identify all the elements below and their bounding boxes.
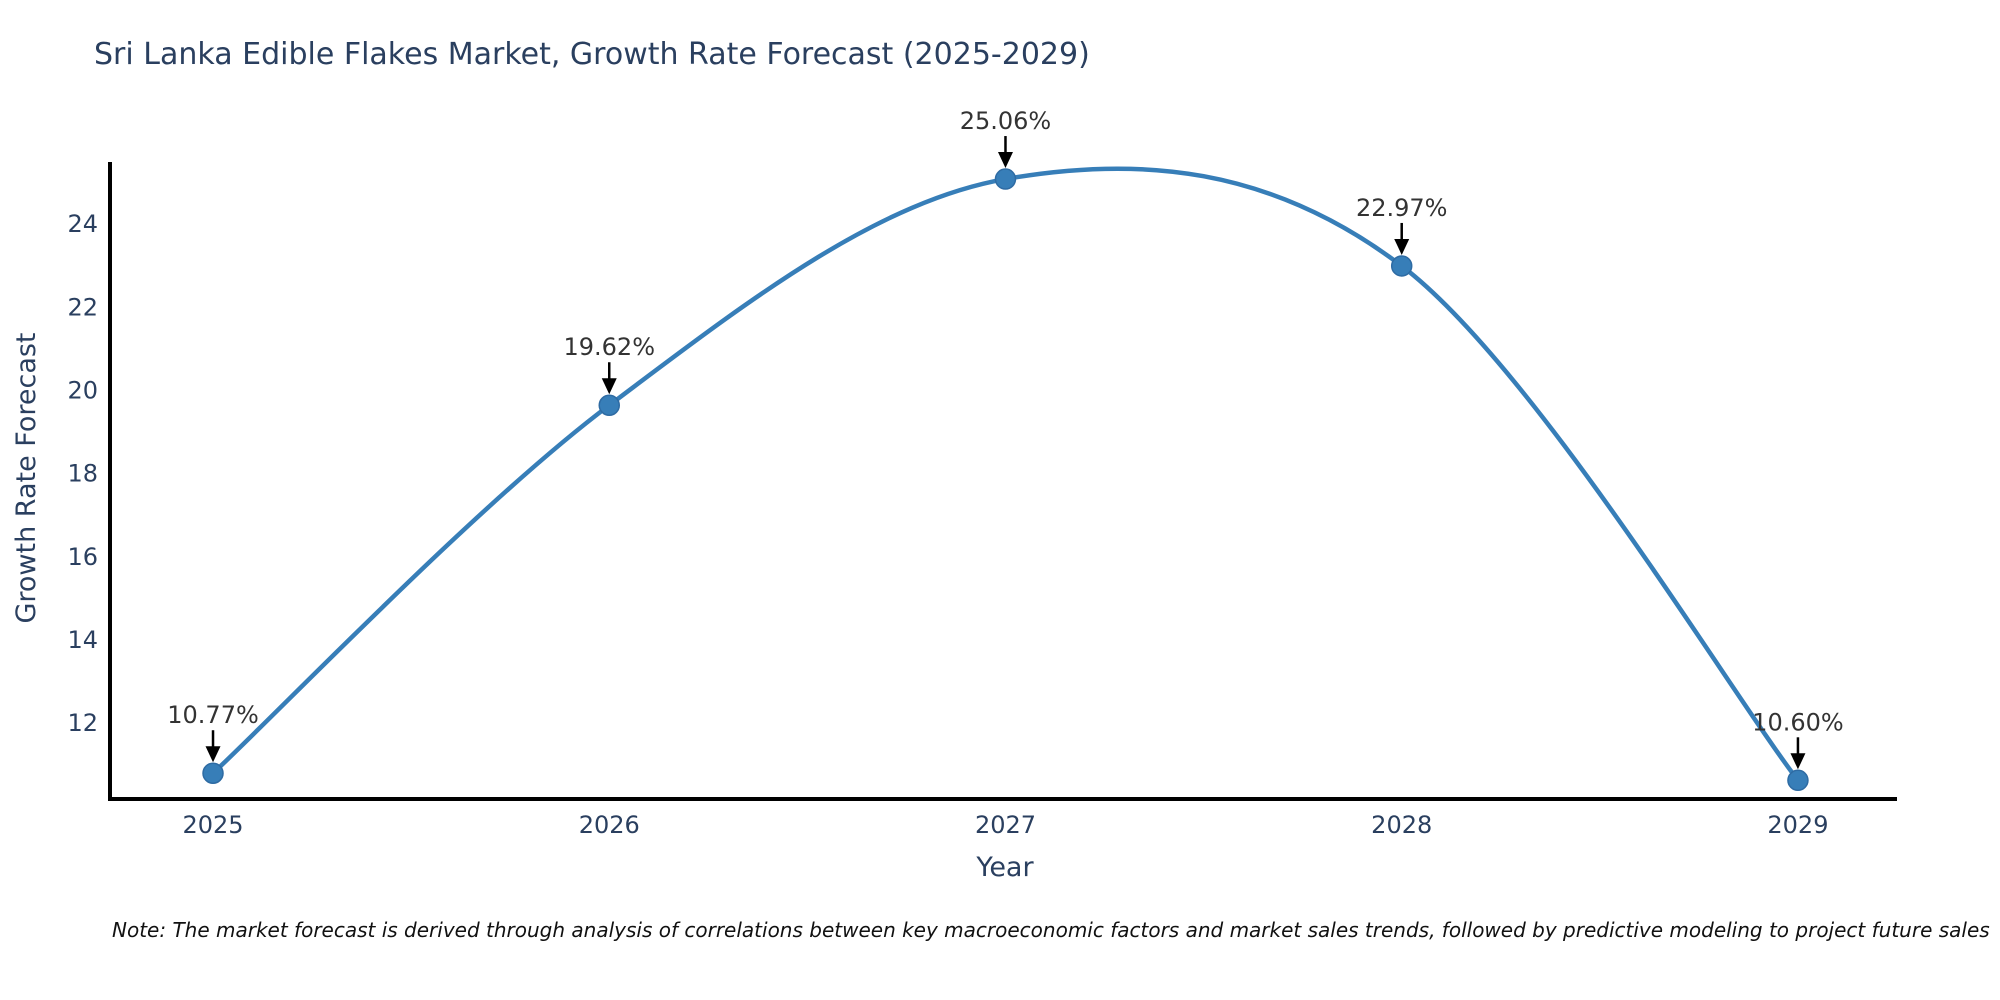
y-tick-label: 20 <box>67 376 98 404</box>
axis-lines <box>108 162 1897 801</box>
annotation-arrow-head <box>1790 753 1806 770</box>
data-point-markers <box>202 168 1809 792</box>
point-value-label: 19.62% <box>563 333 655 361</box>
point-value-label: 10.77% <box>167 701 259 729</box>
x-tick-label: 2028 <box>1371 811 1432 839</box>
annotation-arrow-head <box>1394 238 1410 255</box>
point-value-label: 25.06% <box>960 107 1052 135</box>
x-tick-label: 2026 <box>579 811 640 839</box>
footnote: Note: The market forecast is derived thr… <box>112 918 1990 942</box>
y-axis-tick-labels: 12 14 16 18 20 22 24 <box>67 210 98 737</box>
data-point-marker <box>202 762 224 784</box>
x-axis-tick-labels: 2025 2026 2027 2028 2029 <box>182 811 1828 839</box>
y-tick-label: 18 <box>67 460 98 488</box>
data-point-annotations: 10.77% 19.62% 25.06% 22.97% 10.60% <box>167 107 1844 770</box>
annotation-arrow-head <box>205 746 221 763</box>
annotation-arrow-head <box>997 152 1013 169</box>
x-tick-label: 2025 <box>182 811 243 839</box>
data-point-marker <box>598 394 621 416</box>
y-tick-label: 14 <box>67 626 98 654</box>
x-axis-title: Year <box>976 852 1034 883</box>
x-tick-label: 2029 <box>1767 811 1828 839</box>
point-value-label: 10.60% <box>1752 708 1844 736</box>
point-value-label: 22.97% <box>1356 194 1448 222</box>
y-tick-label: 22 <box>67 293 98 321</box>
data-point-marker <box>994 168 1017 190</box>
y-tick-label: 16 <box>67 543 98 571</box>
y-tick-label: 24 <box>67 210 98 238</box>
chart-title: Sri Lanka Edible Flakes Market, Growth R… <box>94 37 1090 72</box>
y-tick-label: 12 <box>67 709 98 737</box>
x-tick-label: 2027 <box>975 811 1036 839</box>
annotation-arrow-head <box>601 378 617 395</box>
data-point-marker <box>1390 255 1413 277</box>
forecast-spline-series <box>210 166 1801 783</box>
data-point-marker <box>1787 769 1809 792</box>
